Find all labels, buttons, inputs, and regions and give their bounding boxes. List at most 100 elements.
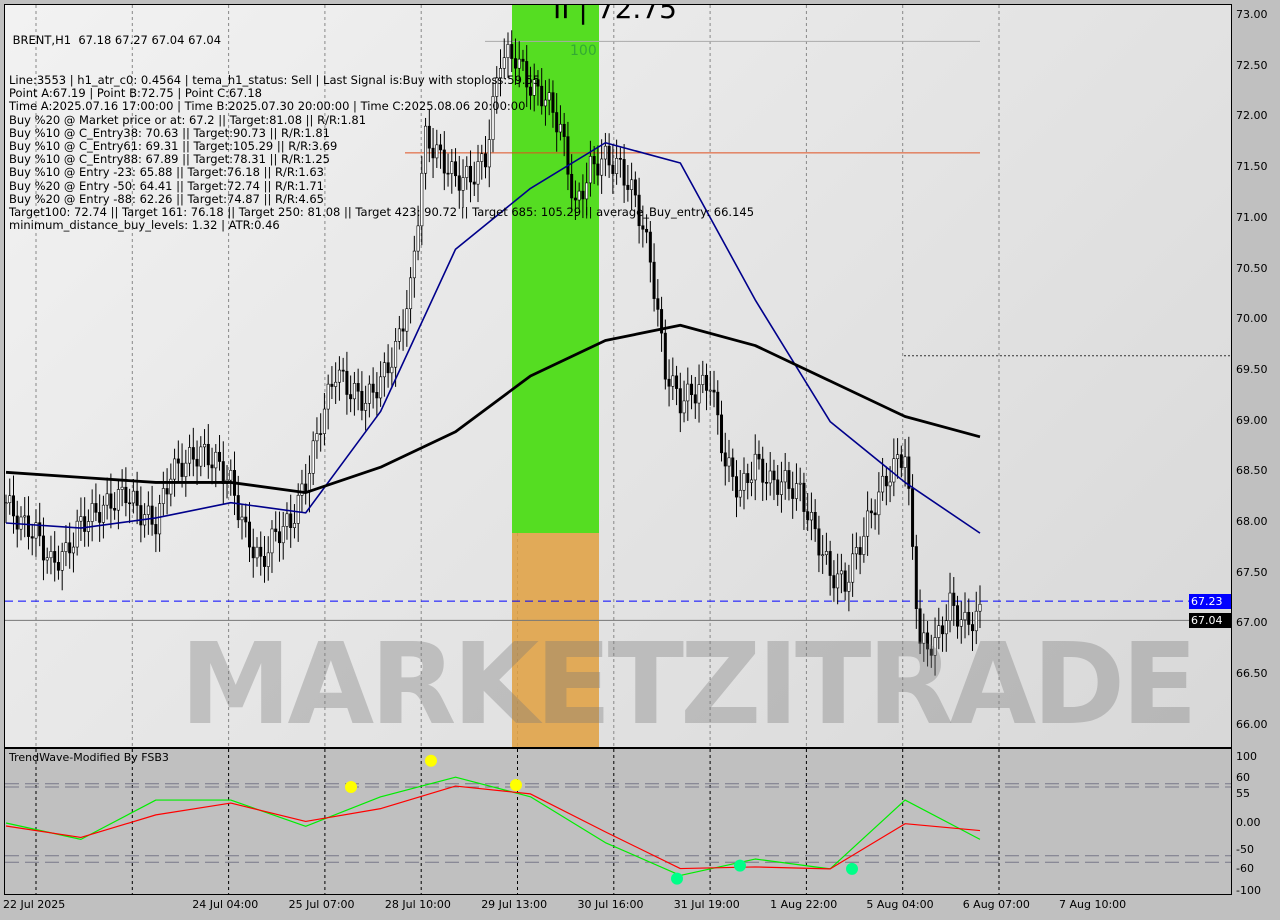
candle-body xyxy=(802,482,806,512)
info-line: minimum_distance_buy_levels: 1.32 | ATR:… xyxy=(9,218,280,233)
candle-body xyxy=(394,341,398,368)
candle-body xyxy=(45,557,49,561)
candle-body xyxy=(401,328,405,332)
candle-body xyxy=(899,454,903,468)
candle-body xyxy=(959,619,963,627)
candle-body xyxy=(806,511,810,521)
candle-body xyxy=(405,308,409,332)
candle-body xyxy=(510,44,514,59)
candle-body xyxy=(427,125,431,149)
candle-body xyxy=(566,136,570,175)
candle-body xyxy=(622,159,626,186)
candle-body xyxy=(431,147,435,159)
candle-body xyxy=(918,608,922,644)
candle-body xyxy=(457,175,461,191)
candle-body xyxy=(491,96,495,140)
oscillator-pane[interactable]: TrendWave-Modified By FSB3 xyxy=(4,748,1232,895)
candle-body xyxy=(581,190,585,200)
candle-body xyxy=(161,488,165,504)
candle-body xyxy=(506,44,510,59)
candle-body xyxy=(783,470,787,483)
ma-black-line xyxy=(5,323,981,494)
candle-body xyxy=(454,161,458,177)
candle-body xyxy=(484,153,488,168)
candle-body xyxy=(64,542,68,552)
candle-body xyxy=(251,546,255,559)
candle-body xyxy=(266,552,270,567)
candle-body xyxy=(929,648,933,656)
candle-body xyxy=(948,592,952,621)
y-tick-label: 67.50 xyxy=(1236,565,1268,579)
candle-body xyxy=(146,505,150,515)
osc-y-tick-label: 100 xyxy=(1236,749,1257,763)
candle-body xyxy=(937,625,941,638)
candle-body xyxy=(641,225,645,230)
candle-body xyxy=(229,470,233,481)
candle-body xyxy=(34,522,38,539)
candle-body xyxy=(888,481,892,487)
candle-body xyxy=(577,190,581,201)
candle-body xyxy=(53,551,57,563)
price-chart[interactable]: 100 MARKETZITRADE II | 72.75 BRENT,H1 67… xyxy=(4,4,1232,748)
candle-body xyxy=(341,369,345,372)
candle-body xyxy=(116,489,120,511)
candle-body xyxy=(517,58,521,69)
x-tick-label: 22 Jul 2025 xyxy=(3,898,66,911)
candle-body xyxy=(439,144,443,151)
candle-body xyxy=(779,481,783,495)
candle-body xyxy=(911,488,915,547)
candle-body xyxy=(596,163,600,176)
candle-body xyxy=(409,277,413,310)
candle-body xyxy=(764,482,768,484)
candle-body xyxy=(682,400,686,414)
candle-body xyxy=(746,473,750,483)
candle-body xyxy=(903,456,907,468)
candle-body xyxy=(832,575,836,589)
candle-body xyxy=(528,86,532,96)
candle-body xyxy=(292,523,296,528)
candle-body xyxy=(720,414,724,454)
candle-body xyxy=(285,513,289,527)
candle-body xyxy=(630,179,634,190)
oscillator-svg xyxy=(5,749,1231,894)
candle-body xyxy=(742,473,746,491)
candle-body xyxy=(296,495,300,524)
candle-body xyxy=(315,433,319,442)
candle-body xyxy=(270,528,274,554)
osc-y-tick-label: -50 xyxy=(1236,842,1254,856)
oscillator-title: TrendWave-Modified By FSB3 xyxy=(9,751,169,764)
osc-y-tick-label: -100 xyxy=(1236,883,1261,897)
candle-body xyxy=(892,458,896,483)
candle-body xyxy=(592,156,596,165)
candle-body xyxy=(349,394,353,400)
x-tick-label: 29 Jul 13:00 xyxy=(481,898,548,911)
x-tick-label: 28 Jul 10:00 xyxy=(384,898,451,911)
candle-body xyxy=(944,620,948,635)
candle-body xyxy=(26,515,30,537)
candle-body xyxy=(352,383,356,400)
candle-body xyxy=(525,61,529,88)
candle-body xyxy=(843,570,847,592)
candle-body xyxy=(787,470,791,489)
candle-body xyxy=(210,464,214,469)
candle-body xyxy=(660,309,664,334)
info-line: Buy %10 @ C_Entry38: 70.63 || Target:90.… xyxy=(9,125,330,140)
price-chart-svg: 100 xyxy=(5,5,1231,747)
info-line: Target100: 72.74 || Target 161: 76.18 ||… xyxy=(9,205,755,220)
y-tick-label: 69.50 xyxy=(1236,362,1268,376)
candle-body xyxy=(847,581,851,592)
candle-body xyxy=(551,92,555,113)
candle-body xyxy=(289,513,293,528)
candle-body xyxy=(768,470,772,484)
y-tick-label: 66.00 xyxy=(1236,717,1268,731)
candle-body xyxy=(532,79,536,96)
candle-body xyxy=(120,486,124,490)
candle-body xyxy=(907,456,911,489)
candle-body xyxy=(941,625,945,635)
candle-body xyxy=(697,384,701,404)
candle-body xyxy=(854,547,858,555)
candle-body xyxy=(11,495,15,517)
candle-body xyxy=(23,515,27,518)
candle-body xyxy=(809,511,813,521)
candle-body xyxy=(828,551,832,576)
